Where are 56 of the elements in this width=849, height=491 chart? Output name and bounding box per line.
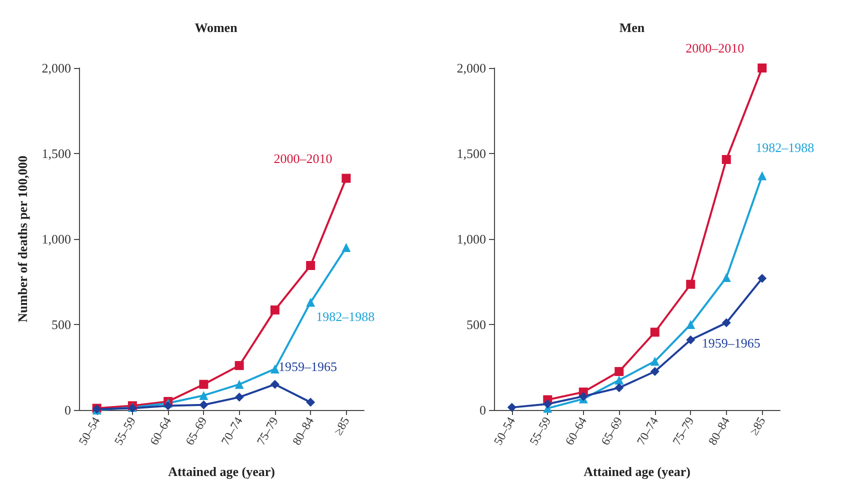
y-axis-title: Number of deaths per 100,000 xyxy=(15,156,30,322)
point xyxy=(758,64,767,72)
x-axis-title: Attained age (year) xyxy=(168,464,275,479)
x-tick-label: ≥85 xyxy=(330,414,352,438)
point xyxy=(270,305,280,314)
y-tick-label: 1,000 xyxy=(456,232,486,246)
point xyxy=(306,398,316,407)
point xyxy=(614,383,624,392)
point xyxy=(722,318,731,328)
point xyxy=(578,392,588,401)
y-tick-label: 1,500 xyxy=(42,146,71,161)
point xyxy=(543,400,552,409)
y-tick-label: 500 xyxy=(52,317,71,332)
series-label: 1982–1988 xyxy=(756,140,814,156)
point xyxy=(234,392,244,402)
point xyxy=(342,174,351,183)
point xyxy=(614,367,624,376)
y-tick-label: 1,000 xyxy=(42,232,71,246)
x-tick-label: ≥85 xyxy=(746,414,768,438)
series-label: 1959–1965 xyxy=(278,358,337,374)
point xyxy=(306,261,316,270)
y-tick-label: 500 xyxy=(466,317,486,332)
y-tick-label: 0 xyxy=(64,402,71,418)
chart-title: Men xyxy=(619,20,646,35)
point xyxy=(199,380,208,389)
point xyxy=(270,380,280,389)
point xyxy=(234,361,244,370)
point xyxy=(342,243,351,252)
series-label: 1959–1965 xyxy=(702,335,760,350)
point xyxy=(650,328,660,337)
chart-title: Women xyxy=(194,20,238,35)
y-tick-label: 1,500 xyxy=(456,146,486,161)
y-tick-label: 0 xyxy=(480,402,486,418)
point xyxy=(722,154,731,164)
point xyxy=(758,274,767,283)
point xyxy=(199,390,208,400)
point xyxy=(164,401,173,410)
point xyxy=(650,367,660,376)
y-tick-label: 2,000 xyxy=(42,60,71,76)
series-label: 1982–1988 xyxy=(316,308,375,324)
series-label: 2000–2010 xyxy=(686,40,744,56)
point xyxy=(686,320,696,329)
point xyxy=(686,280,696,289)
point xyxy=(758,171,767,180)
series-label: 2000–2010 xyxy=(274,150,332,166)
point xyxy=(306,298,316,307)
point xyxy=(234,380,244,389)
point xyxy=(686,335,696,344)
point xyxy=(199,400,208,410)
y-tick-label: 2,000 xyxy=(456,60,486,76)
x-axis-title: Attained age (year) xyxy=(584,464,690,479)
point xyxy=(722,272,731,282)
point xyxy=(270,364,280,374)
point xyxy=(650,356,660,366)
point xyxy=(507,402,516,412)
point xyxy=(614,376,624,385)
